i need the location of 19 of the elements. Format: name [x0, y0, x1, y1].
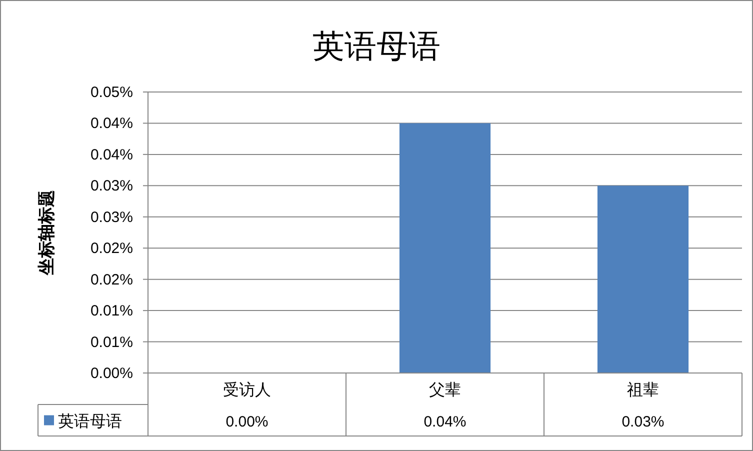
y-tick-label: 0.03%	[90, 208, 133, 226]
y-tick-label: 0.02%	[90, 240, 133, 258]
legend-label: 英语母语	[58, 412, 122, 430]
y-tick-label: 0.03%	[90, 178, 133, 195]
y-tick-label: 0.02%	[90, 271, 133, 288]
x-tick-label: 受访人	[223, 380, 271, 399]
y-tick-label: 0.01%	[90, 334, 133, 351]
y-tick-label: 0.05%	[90, 84, 133, 101]
y-tick-label: 0.04%	[90, 115, 133, 132]
data-label: 0.03%	[622, 413, 664, 430]
y-tick-label: 0.00%	[90, 365, 133, 382]
y-axis-title: 坐标轴标题	[37, 190, 56, 276]
data-label: 0.00%	[226, 413, 268, 430]
chart-title: 英语母语	[312, 28, 440, 64]
x-tick-label: 父辈	[429, 380, 461, 399]
x-tick-label: 祖辈	[627, 380, 659, 399]
y-tick-label: 0.04%	[90, 146, 133, 164]
y-tick-label: 0.01%	[90, 302, 133, 320]
data-label: 0.04%	[424, 413, 466, 430]
